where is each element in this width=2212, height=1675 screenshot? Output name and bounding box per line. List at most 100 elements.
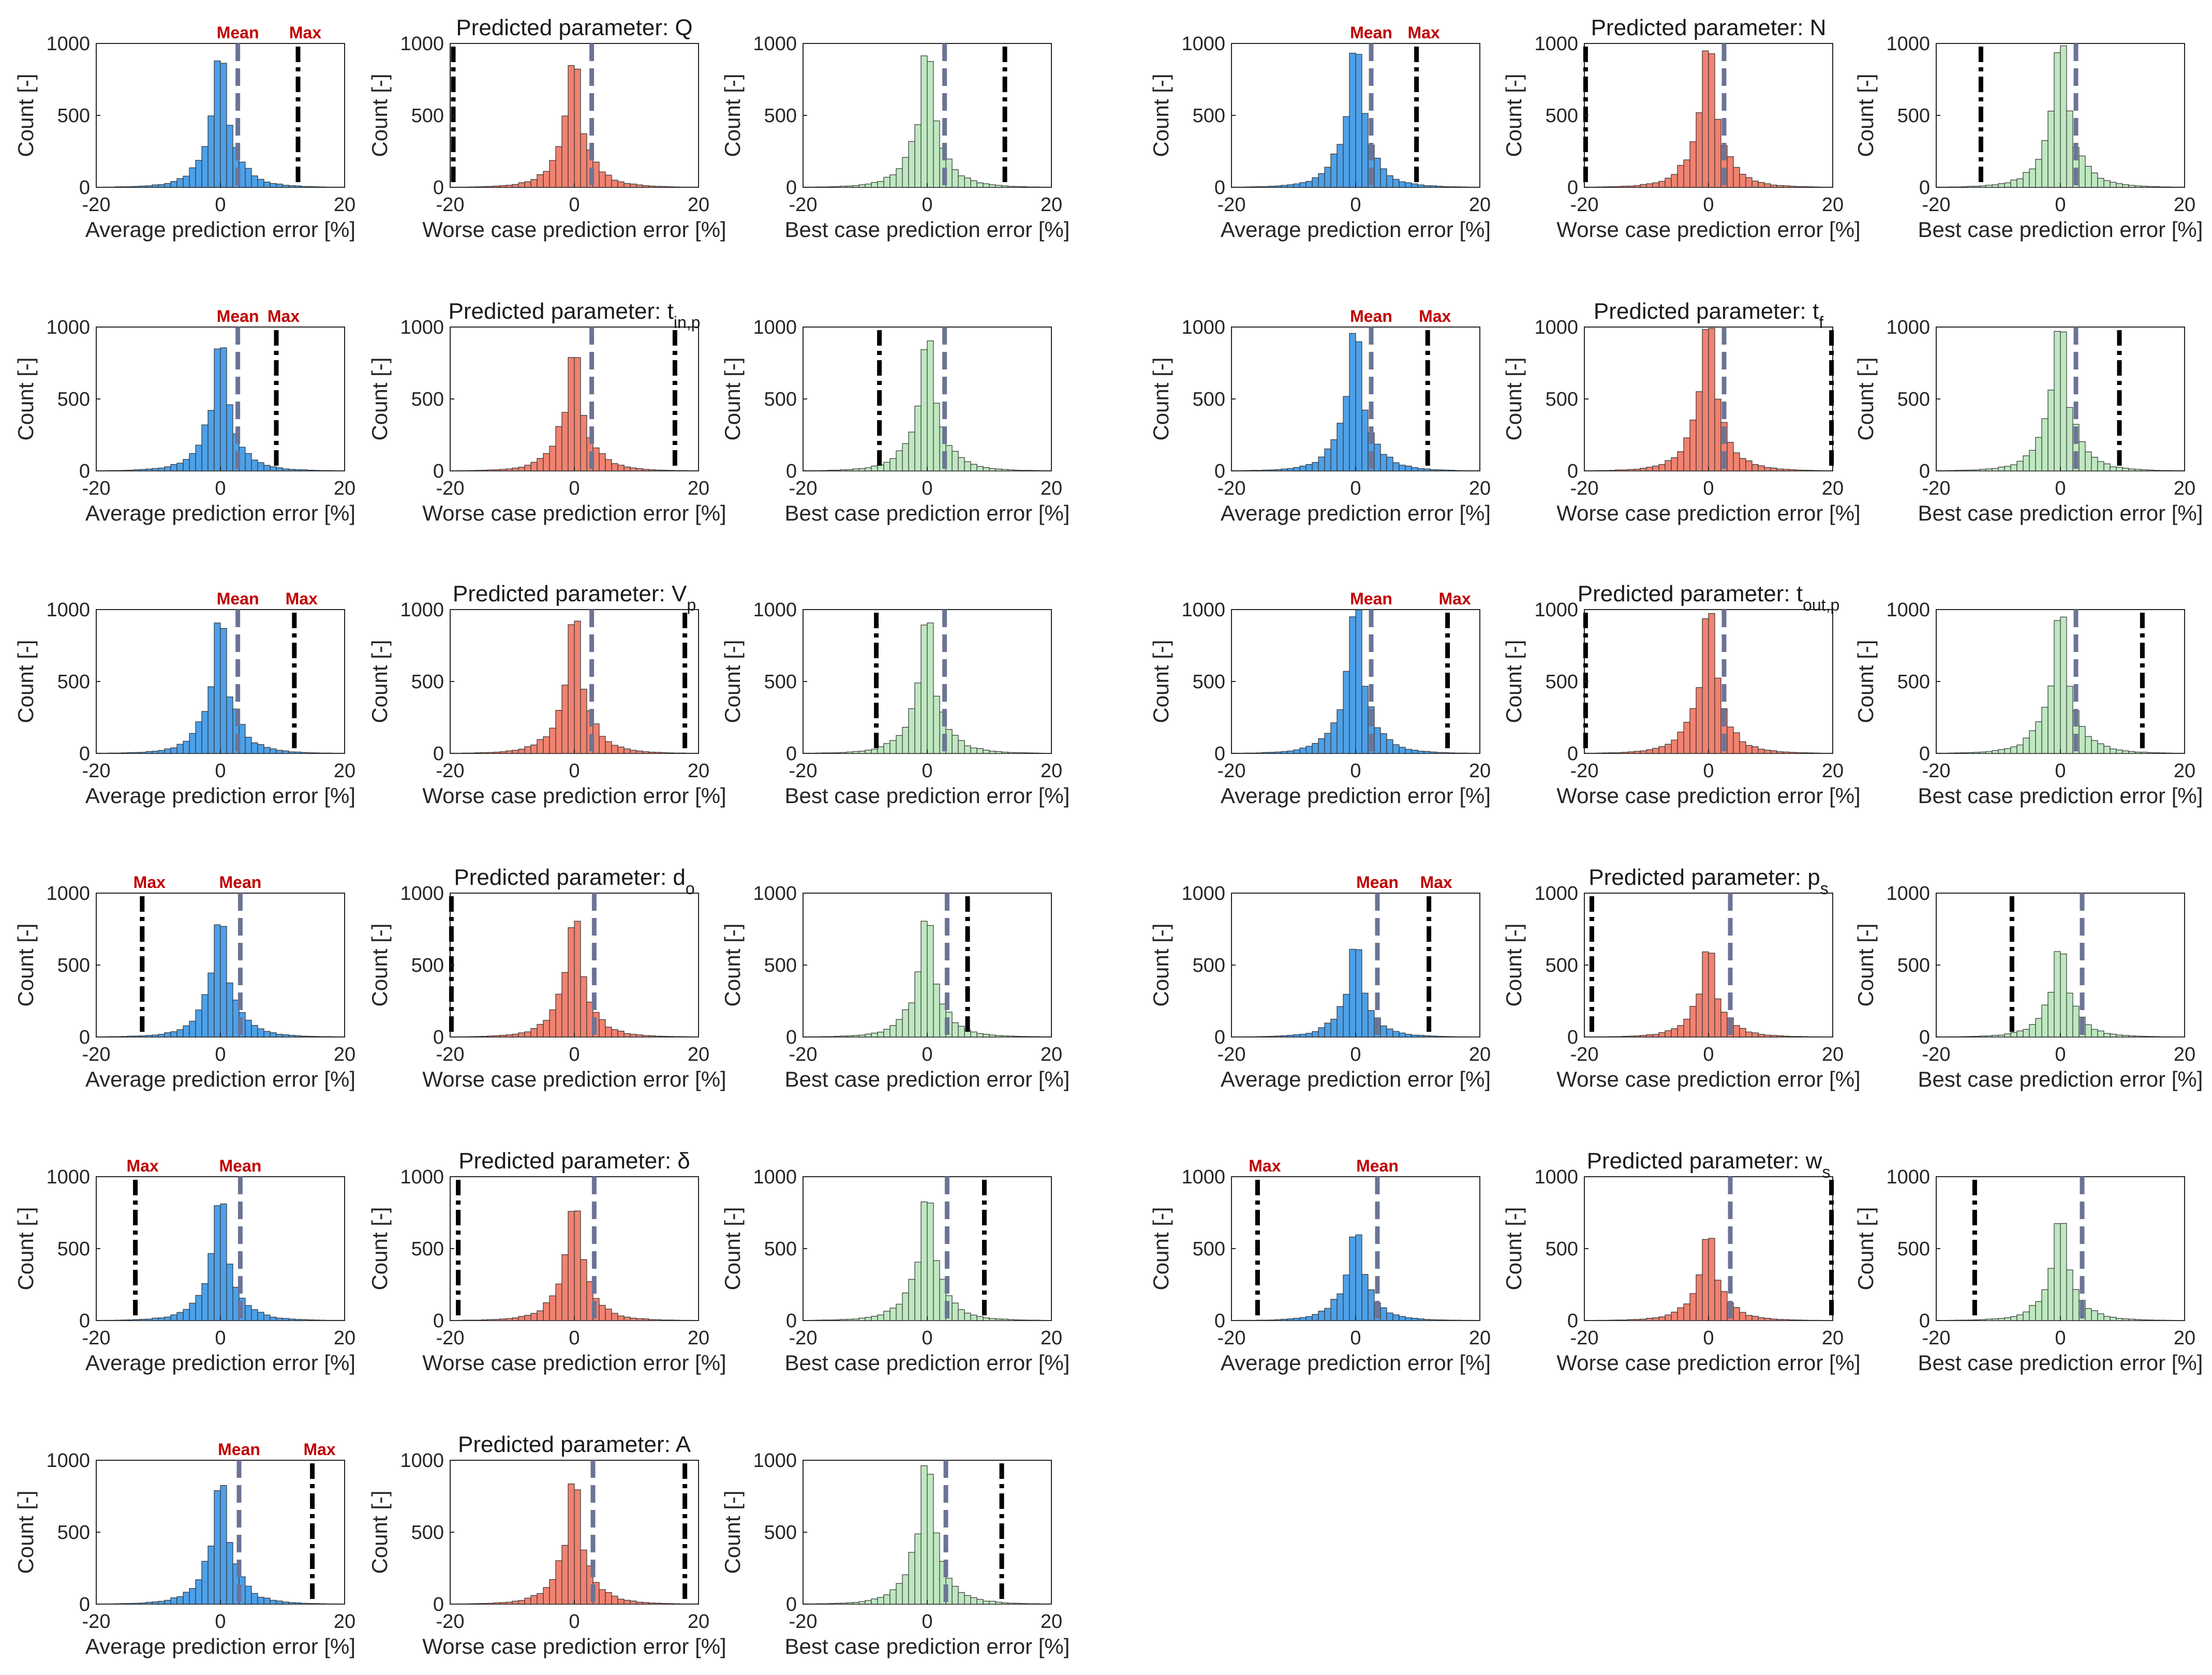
- histogram-bar: [561, 1545, 569, 1605]
- histogram-bar: [139, 469, 146, 471]
- histogram-bar: [1789, 752, 1796, 754]
- histogram-bar: [2116, 1034, 2123, 1037]
- histogram-bar: [158, 750, 165, 754]
- histogram-bar: [1001, 185, 1008, 188]
- histogram-bar: [1696, 994, 1703, 1037]
- x-axis-label: Best case prediction error [%]: [785, 501, 1070, 525]
- histogram-bar: [270, 1316, 277, 1321]
- y-tick-label: 1000: [1181, 317, 1225, 338]
- histogram-bar: [958, 175, 965, 188]
- histogram-bar: [2134, 1035, 2142, 1037]
- max-annotation: Max: [1420, 873, 1452, 892]
- histogram-bar: [1764, 183, 1771, 188]
- x-tick-label: -20: [82, 760, 111, 782]
- histogram-bar: [1293, 749, 1300, 754]
- histogram-bar: [679, 470, 687, 471]
- histogram-bar: [970, 464, 977, 471]
- histogram-bar: [1783, 185, 1790, 188]
- histogram-bar: [865, 184, 872, 188]
- histogram-bar: [133, 469, 140, 471]
- x-tick-label: 20: [688, 478, 709, 499]
- histogram-bar: [2122, 1035, 2129, 1037]
- histogram-bar: [1318, 738, 1325, 754]
- histogram-bar: [1380, 1307, 1387, 1321]
- histogram-bar: [487, 752, 494, 754]
- histogram-bar: [1461, 1320, 1468, 1321]
- histogram-bar: [201, 1283, 209, 1321]
- histogram-bar: [574, 1489, 581, 1605]
- y-tick-label: 500: [1546, 671, 1578, 693]
- histogram-bar: [1764, 1034, 1771, 1037]
- histogram-bar: [2041, 418, 2048, 471]
- x-tick-label: 0: [1703, 760, 1714, 782]
- histogram-bar: [2085, 451, 2092, 471]
- histogram-bar: [1745, 177, 1753, 188]
- histogram-bar: [164, 748, 171, 754]
- histogram-bar: [543, 1587, 550, 1605]
- histogram-bar: [958, 1026, 965, 1037]
- histogram-bar: [176, 744, 184, 754]
- y-tick-label: 500: [1193, 955, 1225, 976]
- histogram-bar: [927, 925, 934, 1037]
- histogram-bar: [220, 926, 227, 1037]
- x-tick-label: 20: [1041, 1611, 1062, 1633]
- histogram-bar: [2066, 1269, 2073, 1321]
- histogram-bar: [1355, 949, 1362, 1037]
- histogram-bar: [983, 1317, 990, 1321]
- histogram-bar: [257, 1597, 264, 1605]
- title-subscript: s: [1822, 1163, 1830, 1181]
- histogram-bar: [1640, 1318, 1647, 1321]
- x-tick-label: 0: [2055, 1327, 2066, 1349]
- mean-annotation: Mean: [217, 589, 259, 608]
- histogram-bar: [1973, 1320, 1980, 1321]
- histogram-bar: [1411, 183, 1418, 188]
- histogram-bar: [1461, 1036, 1468, 1037]
- histogram-bar: [530, 744, 538, 754]
- histogram-bar: [207, 1546, 215, 1605]
- x-axis-label: Average prediction error [%]: [85, 783, 355, 808]
- histogram-bar: [158, 1600, 165, 1605]
- x-tick-label: 0: [569, 194, 580, 216]
- histogram-bar: [133, 1035, 140, 1037]
- histogram-bar: [636, 184, 643, 188]
- histogram-bar: [1448, 470, 1456, 471]
- histogram-bar: [2047, 1268, 2055, 1321]
- histogram-bar: [555, 709, 562, 754]
- histogram-bar: [518, 182, 525, 188]
- histogram-bar: [2054, 52, 2061, 188]
- histogram-bar: [158, 467, 165, 471]
- mean-annotation: Mean: [1356, 1157, 1399, 1175]
- histogram-bar: [1392, 1314, 1400, 1321]
- y-axis-label: Count [-]: [1502, 923, 1526, 1006]
- histogram-bar: [245, 736, 252, 754]
- histogram-bar: [1961, 1320, 1968, 1321]
- histogram-bar: [207, 115, 215, 188]
- histogram-bar: [840, 1035, 847, 1037]
- x-tick-label: -20: [1922, 478, 1951, 499]
- histogram-bar: [1602, 1036, 1610, 1037]
- histogram-bar: [1751, 746, 1759, 754]
- y-tick-label: 1000: [46, 883, 90, 905]
- histogram-bar: [313, 1036, 320, 1037]
- histogram-bar: [133, 1603, 140, 1605]
- x-tick-label: 0: [215, 1327, 226, 1349]
- histogram-bar: [2141, 1036, 2148, 1037]
- histogram-bar: [1677, 165, 1684, 188]
- mean-annotation: Mean: [219, 873, 262, 892]
- histogram-bar: [1020, 470, 1027, 471]
- histogram-bar: [555, 426, 562, 471]
- histogram-bar: [2035, 1301, 2042, 1321]
- histogram-bar: [2047, 686, 2055, 754]
- histogram-bar: [1665, 744, 1672, 754]
- x-tick-label: 0: [922, 1044, 932, 1065]
- histogram-bar: [1814, 1036, 1821, 1037]
- histogram-bar: [1702, 618, 1709, 754]
- histogram-bar: [1001, 1602, 1008, 1605]
- histogram-bar: [1621, 752, 1628, 754]
- max-annotation: Max: [126, 1157, 158, 1175]
